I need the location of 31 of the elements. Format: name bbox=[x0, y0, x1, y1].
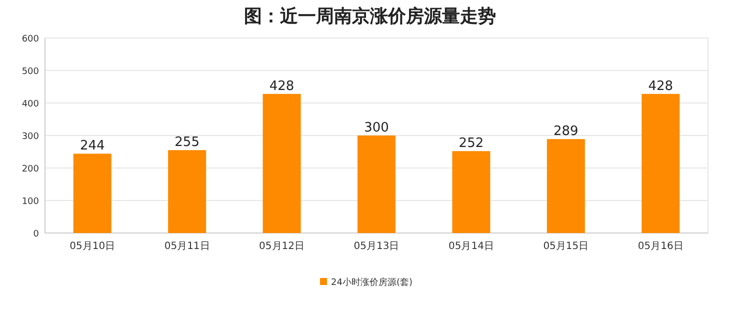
x-tick-label: 05月12日 bbox=[259, 241, 305, 252]
data-label: 255 bbox=[174, 135, 200, 150]
data-label: 300 bbox=[364, 120, 389, 136]
legend-label: 24小时涨价房源(套) bbox=[331, 277, 412, 288]
data-label: 289 bbox=[554, 124, 578, 140]
x-tick-label: 05月13日 bbox=[354, 241, 400, 252]
bar bbox=[642, 94, 680, 233]
y-tick-label: 0 bbox=[33, 230, 40, 240]
data-label: 252 bbox=[458, 136, 484, 152]
y-tick-label: 500 bbox=[22, 67, 40, 77]
chart-title: 图：近一周南京涨价房源量走势 bbox=[244, 6, 496, 27]
legend: 24小时涨价房源(套) bbox=[320, 278, 412, 288]
y-tick-label: 400 bbox=[22, 100, 40, 110]
x-tick-label: 05月10日 bbox=[70, 241, 116, 252]
y-tick-label: 100 bbox=[22, 197, 40, 207]
x-tick-label: 05月11日 bbox=[164, 241, 210, 252]
x-tick-label: 05月14日 bbox=[448, 241, 494, 252]
bar bbox=[262, 94, 301, 233]
x-tick-label: 05月15日 bbox=[543, 241, 589, 252]
bar bbox=[73, 154, 112, 233]
bar bbox=[168, 150, 206, 233]
y-tick-label: 300 bbox=[22, 132, 40, 142]
bar bbox=[452, 151, 490, 233]
y-tick-label: 600 bbox=[22, 34, 40, 44]
data-label: 428 bbox=[648, 78, 674, 94]
data-label: 244 bbox=[80, 138, 105, 154]
x-tick-label: 05月16日 bbox=[638, 241, 684, 252]
data-label: 428 bbox=[269, 78, 294, 94]
bar bbox=[546, 139, 585, 233]
bar bbox=[358, 136, 396, 233]
y-tick-label: 200 bbox=[22, 164, 40, 174]
